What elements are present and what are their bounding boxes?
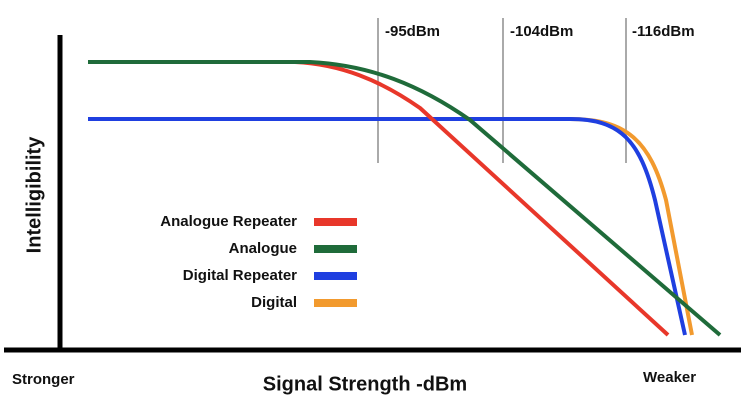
legend-swatch xyxy=(314,272,357,280)
curve xyxy=(88,117,687,336)
legend-swatch xyxy=(314,218,357,226)
marker-label: -104dBm xyxy=(510,23,573,40)
legend-label: Digital Repeater xyxy=(183,267,297,284)
legend: Analogue Repeater Analogue Digital Repeate… xyxy=(160,213,357,311)
x-axis-right-label: Weaker xyxy=(643,369,696,386)
y-axis-label: Intelligibility xyxy=(23,136,45,254)
marker-label: -95dBm xyxy=(385,23,440,40)
legend-swatch xyxy=(314,245,357,253)
legend-label: Analogue xyxy=(229,240,297,257)
x-axis-label: Signal Strength -dBm xyxy=(263,373,467,395)
legend-swatch xyxy=(314,299,357,307)
legend-label: Analogue Repeater xyxy=(160,213,297,230)
x-axis-left-label: Stronger xyxy=(12,371,75,388)
marker-label: -116dBm xyxy=(632,23,695,40)
legend-label: Digital xyxy=(251,294,297,311)
curve xyxy=(88,60,722,337)
